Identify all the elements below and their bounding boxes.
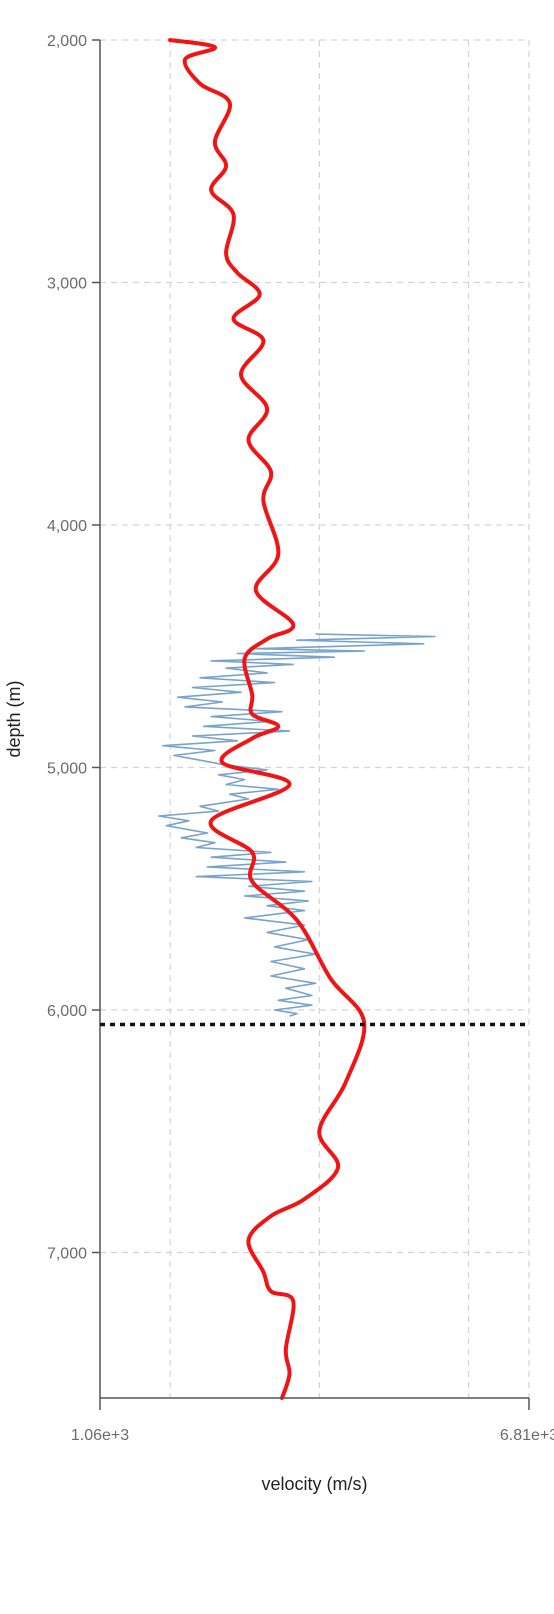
y-tick-label: 5,000 [47,761,87,778]
x-axis-title: velocity (m/s) [261,1474,367,1494]
series-layer [158,38,436,1400]
y-tick-label: 2,000 [47,33,87,50]
x-tick-label: 6.81e+3 [500,1427,554,1444]
velocity-log-line [158,633,436,1017]
axes [99,40,529,1399]
y-tick-label: 6,000 [47,1003,87,1020]
grid [99,39,530,1398]
ticks: 2,000 3,000 4,000 5,000 6,000 7,000 1.06e+3 6.8… [47,33,554,1444]
y-tick-label: 3,000 [47,276,87,293]
y-tick-label: 4,000 [47,518,87,535]
y-tick-label: 7,000 [47,1246,87,1263]
x-tick-label: 1.06e+3 [71,1427,129,1444]
y-axis-title: depth (m) [4,680,24,757]
velocity-model-line [168,38,367,1400]
